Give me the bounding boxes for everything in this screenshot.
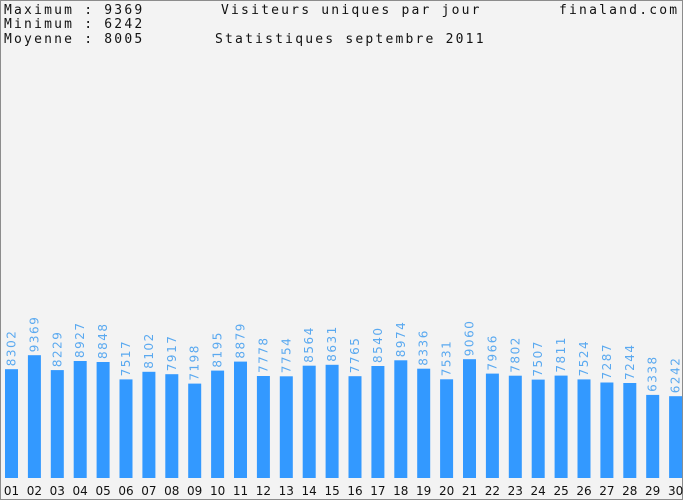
- x-tick-label: 19: [416, 484, 431, 498]
- x-tick-label: 11: [233, 484, 248, 498]
- bar-day-25: [554, 375, 568, 478]
- bar-value-label: 7198: [188, 344, 202, 381]
- bar-value-label: 7811: [554, 336, 568, 373]
- bar-day-16: [348, 376, 362, 478]
- x-tick-label: 23: [508, 484, 523, 498]
- bar-day-23: [508, 375, 522, 478]
- bar-value-label: 8195: [211, 331, 225, 368]
- x-tick-label: 08: [164, 484, 179, 498]
- x-tick-label: 15: [324, 484, 339, 498]
- x-tick-label: 09: [187, 484, 202, 498]
- site-name: finaland.com: [559, 3, 680, 18]
- x-tick-label: 02: [27, 484, 42, 498]
- x-tick-label: 27: [599, 484, 614, 498]
- bar-value-label: 8102: [142, 332, 156, 369]
- x-tick-label: 25: [553, 484, 568, 498]
- x-tick-label: 20: [439, 484, 454, 498]
- bar-value-label: 8302: [5, 330, 19, 367]
- bar-day-27: [600, 382, 614, 478]
- bar-day-05: [96, 362, 110, 478]
- x-tick-label: 29: [645, 484, 660, 498]
- x-tick-label: 14: [302, 484, 317, 498]
- maximum-stat: Maximum : 9369: [4, 3, 145, 18]
- bar-day-21: [463, 359, 476, 478]
- x-tick-label: 06: [118, 484, 133, 498]
- bar-day-14: [302, 365, 316, 478]
- bar-day-29: [646, 394, 660, 478]
- bar-day-11: [234, 361, 247, 478]
- bar-value-label: 8848: [96, 322, 110, 359]
- bar-day-08: [165, 374, 179, 478]
- bar-day-22: [485, 373, 499, 478]
- bar-value-label: 8927: [73, 321, 87, 358]
- x-tick-label: 21: [462, 484, 477, 498]
- bar-value-label: 7517: [119, 340, 133, 377]
- x-tick-label: 18: [393, 484, 408, 498]
- average-stat: Moyenne : 8005: [4, 32, 145, 47]
- bar-value-label: 8974: [394, 321, 408, 358]
- minimum-stat: Minimum : 6242: [4, 17, 145, 32]
- bar-value-label: 9369: [27, 316, 41, 353]
- x-tick-label: 01: [4, 484, 19, 498]
- bar-day-07: [142, 371, 156, 478]
- bar-value-label: 7966: [485, 334, 499, 371]
- x-tick-label: 03: [50, 484, 65, 498]
- bar-value-label: 7778: [256, 336, 270, 373]
- bar-value-label: 9060: [463, 320, 477, 357]
- bar-day-30: [669, 396, 683, 478]
- bar-day-12: [256, 376, 270, 478]
- x-tick-label: 16: [347, 484, 362, 498]
- bar-value-label: 7531: [440, 340, 454, 377]
- x-tick-label: 07: [141, 484, 156, 498]
- bar-day-15: [325, 364, 339, 478]
- bar-value-label: 8336: [417, 329, 431, 366]
- bar-value-label: 8564: [302, 326, 316, 363]
- bar-value-label: 7802: [508, 336, 522, 373]
- bar-value-label: 7524: [577, 340, 591, 377]
- bar-value-label: 7754: [279, 337, 293, 374]
- x-tick-label: 04: [73, 484, 88, 498]
- x-tick-label: 17: [370, 484, 385, 498]
- bar-value-label: 8229: [50, 331, 64, 368]
- x-tick-label: 24: [531, 484, 546, 498]
- bar-value-label: 6242: [669, 357, 683, 394]
- bar-day-04: [73, 361, 87, 478]
- bar-value-label: 8540: [371, 326, 385, 363]
- x-tick-label: 10: [210, 484, 225, 498]
- bar-value-label: 6338: [646, 355, 660, 392]
- bar-value-label: 7765: [348, 337, 362, 374]
- x-tick-label: 28: [622, 484, 637, 498]
- bar-day-20: [440, 379, 454, 478]
- chart-title: Visiteurs uniques par jour: [221, 3, 482, 18]
- bar-value-label: 7244: [623, 343, 637, 380]
- x-tick-label: 13: [279, 484, 294, 498]
- bar-value-label: 8879: [234, 322, 248, 359]
- bar-day-24: [531, 379, 545, 478]
- x-tick-label: 05: [95, 484, 110, 498]
- bar-day-02: [27, 355, 41, 478]
- bar-day-18: [394, 360, 408, 478]
- bar-day-28: [623, 383, 637, 478]
- bar-day-17: [371, 366, 385, 478]
- x-tick-label: 26: [576, 484, 591, 498]
- x-tick-label: 30: [668, 484, 683, 498]
- bar-day-06: [119, 379, 133, 478]
- bar-day-19: [417, 368, 431, 478]
- chart-subtitle: Statistiques septembre 2011: [215, 32, 486, 47]
- bar-day-09: [188, 383, 202, 478]
- bar-value-label: 7917: [165, 335, 179, 372]
- bar-value-label: 7507: [531, 340, 545, 377]
- bar-day-03: [50, 370, 64, 478]
- x-tick-label: 22: [485, 484, 500, 498]
- bar-day-01: [5, 369, 18, 478]
- bar-day-10: [211, 370, 225, 478]
- bar-day-26: [577, 379, 591, 478]
- x-tick-label: 12: [256, 484, 271, 498]
- bar-value-label: 8631: [325, 325, 339, 362]
- bar-value-label: 7287: [600, 343, 614, 380]
- bar-day-13: [279, 376, 293, 478]
